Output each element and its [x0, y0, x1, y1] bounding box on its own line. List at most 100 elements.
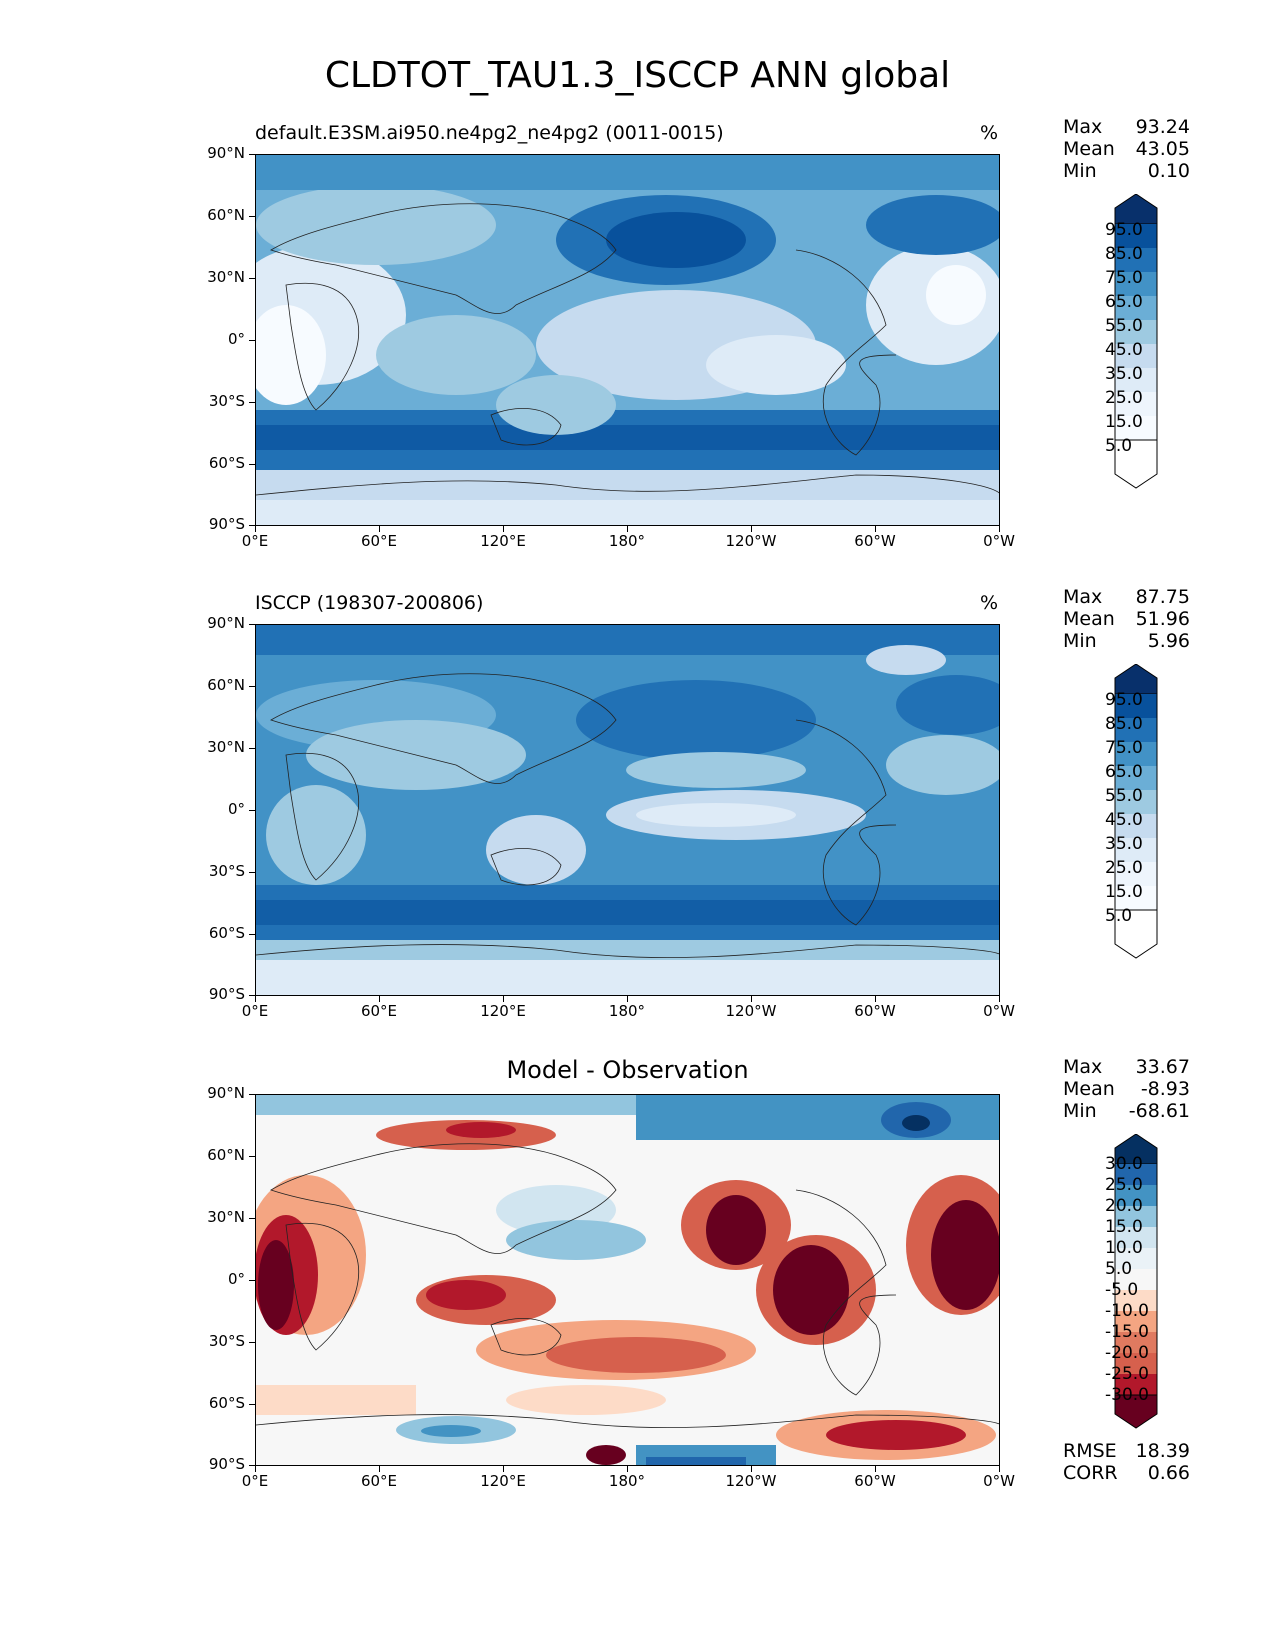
lon-label: 180°	[608, 1472, 646, 1490]
panel-title: Model - Observation	[506, 1056, 749, 1084]
panel-units: %	[980, 122, 999, 144]
colorbar-tick: 5.0	[1105, 1259, 1133, 1279]
colorbar-tick: -20.0	[1105, 1343, 1149, 1363]
observation-panel: ISCCP (198307-200806) %	[0, 586, 1275, 1094]
lon-label: 60°E	[360, 1472, 398, 1490]
colorbar-tick: 55.0	[1105, 316, 1143, 336]
colorbar-tick: 65.0	[1105, 292, 1143, 312]
colorbar-tick: 95.0	[1105, 220, 1143, 240]
colorbar-tick: 20.0	[1105, 1196, 1143, 1216]
lon-label: 120°W	[725, 532, 777, 550]
lat-label: 90°S	[208, 515, 245, 533]
lat-label: 90°N	[207, 144, 245, 162]
lat-label: 60°N	[207, 676, 245, 694]
lat-label: 30°N	[207, 738, 245, 756]
colorbar-tick: 65.0	[1105, 762, 1143, 782]
lat-label: 90°N	[207, 1084, 245, 1102]
stat-mean: 51.96	[1135, 608, 1190, 630]
lat-label: 60°S	[208, 454, 245, 472]
colorbar-tick: 75.0	[1105, 738, 1143, 758]
lon-label: 180°	[608, 532, 646, 550]
colorbar-tick: 85.0	[1105, 244, 1143, 264]
lat-label: 30°S	[208, 392, 245, 410]
panel-units: %	[980, 592, 999, 614]
lat-label: 90°S	[208, 985, 245, 1003]
stat-label: Min	[1063, 160, 1097, 182]
colorbar-tick: 15.0	[1105, 1217, 1143, 1237]
lon-label: 60°E	[360, 532, 398, 550]
metric-label: RMSE	[1063, 1440, 1117, 1462]
lon-label: 0°W	[983, 1472, 1015, 1490]
lon-label: 120°W	[725, 1002, 777, 1020]
stat-label: Mean	[1063, 138, 1115, 160]
lon-label: 60°E	[360, 1002, 398, 1020]
observation-map	[255, 624, 1000, 996]
lon-label: 120°W	[725, 1472, 777, 1490]
lat-label: 60°S	[208, 924, 245, 942]
stat-min: -68.61	[1128, 1100, 1190, 1122]
colorbar-tick: 75.0	[1105, 268, 1143, 288]
lon-label: 0°E	[241, 1472, 269, 1490]
lat-label: 30°N	[207, 1208, 245, 1226]
difference-panel: Model - Observation	[0, 1056, 1275, 1564]
colorbar-tick: -5.0	[1105, 1280, 1139, 1300]
stat-label: Mean	[1063, 1078, 1115, 1100]
lon-label: 60°W	[854, 1472, 896, 1490]
lat-label: 0°	[227, 800, 245, 818]
colorbar-tick: -30.0	[1105, 1385, 1149, 1405]
metrics-box: RMSE 18.39 CORR 0.66	[1063, 1440, 1190, 1484]
stat-label: Max	[1063, 1056, 1103, 1078]
colorbar-tick: 5.0	[1105, 436, 1133, 456]
lon-label: 0°E	[241, 532, 269, 550]
stat-max: 87.75	[1135, 586, 1190, 608]
stat-min: 5.96	[1147, 630, 1190, 652]
lon-label: 180°	[608, 1002, 646, 1020]
colorbar-tick: 85.0	[1105, 714, 1143, 734]
colorbar-tick: 30.0	[1105, 1154, 1143, 1174]
stat-label: Max	[1063, 116, 1103, 138]
lon-label: 0°E	[241, 1002, 269, 1020]
corr-value: 0.66	[1147, 1462, 1190, 1484]
lat-label: 60°S	[208, 1394, 245, 1412]
stat-mean: 43.05	[1135, 138, 1190, 160]
colorbar-tick: -15.0	[1105, 1322, 1149, 1342]
lat-label: 60°N	[207, 1146, 245, 1164]
colorbar-tick: 95.0	[1105, 690, 1143, 710]
lat-label: 30°S	[208, 862, 245, 880]
colorbar-tick: 35.0	[1105, 834, 1143, 854]
stat-max: 33.67	[1135, 1056, 1190, 1078]
figure-title: CLDTOT_TAU1.3_ISCCP ANN global	[324, 55, 951, 96]
colorbar-tick: 15.0	[1105, 882, 1143, 902]
lon-label: 60°W	[854, 532, 896, 550]
stat-label: Min	[1063, 630, 1097, 652]
stat-mean: -8.93	[1140, 1078, 1190, 1100]
colorbar-tick: 45.0	[1105, 810, 1143, 830]
lon-label: 120°E	[480, 1002, 526, 1020]
colorbar-tick: 25.0	[1105, 858, 1143, 878]
lon-label: 0°W	[983, 1002, 1015, 1020]
stats-box: Max 87.75 Mean 51.96 Min 5.96	[1063, 586, 1190, 652]
colorbar-tick: -10.0	[1105, 1301, 1149, 1321]
colorbar-tick: 45.0	[1105, 340, 1143, 360]
lat-label: 30°N	[207, 268, 245, 286]
panel-title: default.E3SM.ai950.ne4pg2_ne4pg2 (0011-0…	[255, 122, 724, 144]
difference-map	[255, 1094, 1000, 1466]
stat-label: Min	[1063, 1100, 1097, 1122]
colorbar	[1114, 664, 1158, 959]
metric-label: CORR	[1063, 1462, 1118, 1484]
stat-label: Mean	[1063, 608, 1115, 630]
lon-label: 0°W	[983, 532, 1015, 550]
lat-label: 30°S	[208, 1332, 245, 1350]
colorbar-tick: 35.0	[1105, 364, 1143, 384]
stat-max: 93.24	[1135, 116, 1190, 138]
stat-label: Max	[1063, 586, 1103, 608]
lon-label: 120°E	[480, 1472, 526, 1490]
colorbar	[1114, 1134, 1158, 1429]
colorbar-tick: 5.0	[1105, 906, 1133, 926]
panel-title: ISCCP (198307-200806)	[255, 592, 484, 614]
model-map	[255, 154, 1000, 526]
lat-label: 90°S	[208, 1455, 245, 1473]
lon-label: 120°E	[480, 532, 526, 550]
colorbar-tick: -25.0	[1105, 1364, 1149, 1384]
rmse-value: 18.39	[1135, 1440, 1190, 1462]
